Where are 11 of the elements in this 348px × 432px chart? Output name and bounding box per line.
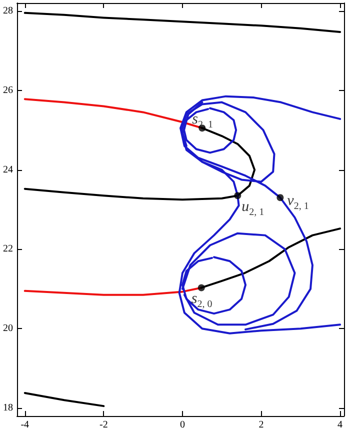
x-tick-label: 0 (180, 420, 185, 430)
y-tick-label: 28 (3, 5, 13, 16)
x-tick-label: 2 (258, 420, 264, 430)
y-tick-label: 24 (3, 164, 13, 176)
y-tick-label: 20 (3, 323, 13, 334)
y-tick-label: 26 (3, 84, 13, 96)
x-tick-label: -2 (100, 420, 108, 430)
x-tick-label: -4 (20, 420, 30, 430)
x-tick-label: 4 (338, 420, 343, 430)
y-tick-label: 18 (3, 402, 13, 414)
y-tick-label: 22 (3, 244, 13, 255)
